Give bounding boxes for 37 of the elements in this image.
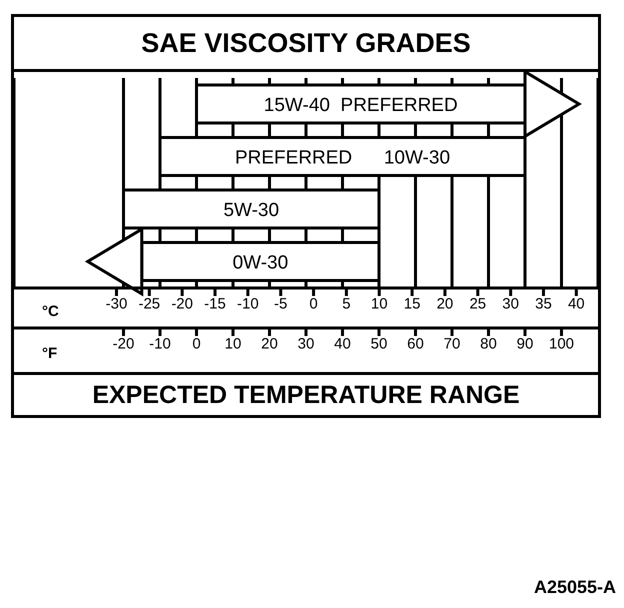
- y-tick-label: 5W-30: [223, 200, 280, 221]
- x2-tick-label: 35: [535, 296, 552, 313]
- x-tick-label: 0: [192, 336, 201, 353]
- x2-tick-label: 40: [568, 296, 585, 313]
- y-tick-label: 0W-30: [232, 252, 288, 274]
- x2-tick-label: 10: [370, 296, 388, 313]
- chart-title: SAE VISCOSITY GRADES: [14, 17, 598, 72]
- text: EXPECTED TEMPERATURE RANGE: [14, 372, 598, 415]
- x-tick-label: 80: [480, 336, 497, 353]
- x2-tick-label: -15: [204, 296, 226, 313]
- x-tick-label: 10: [224, 336, 242, 353]
- x2-tick-label: 15: [404, 296, 420, 313]
- x-tick-label: -10: [149, 336, 171, 353]
- x2-axis-title: °C: [42, 303, 59, 320]
- x-tick-label: 20: [261, 336, 278, 353]
- x2-tick-label: -25: [138, 296, 160, 313]
- x2-tick-label: -10: [237, 296, 259, 313]
- x-tick-label: 50: [370, 336, 388, 353]
- x-tick-label: 90: [516, 336, 534, 353]
- x-tick-label: 100: [548, 336, 574, 353]
- x2-tick-label: 20: [436, 296, 454, 313]
- y-tick-label: PREFERRED 10W-30: [234, 148, 450, 168]
- x-tick-label: 30: [298, 336, 314, 353]
- text: A25055-A: [534, 577, 616, 598]
- x2-tick-label: 0: [309, 296, 318, 313]
- x-axis-title: °F: [42, 345, 58, 362]
- x2-tick-label: 5: [342, 296, 351, 313]
- x2-tick-label: -5: [274, 296, 288, 313]
- x-tick-label: 40: [334, 336, 351, 353]
- x2-tick-label: -20: [171, 296, 194, 313]
- x2-tick-label: 30: [502, 296, 519, 313]
- x-tick-label: 70: [444, 336, 460, 353]
- x2-tick-label: 25: [469, 296, 486, 313]
- x2-tick-label: -30: [106, 296, 128, 313]
- x-tick-label: -20: [112, 336, 134, 353]
- y-tick-label: 15W-40 PREFERRED: [264, 95, 458, 116]
- x-tick-label: 60: [407, 336, 424, 353]
